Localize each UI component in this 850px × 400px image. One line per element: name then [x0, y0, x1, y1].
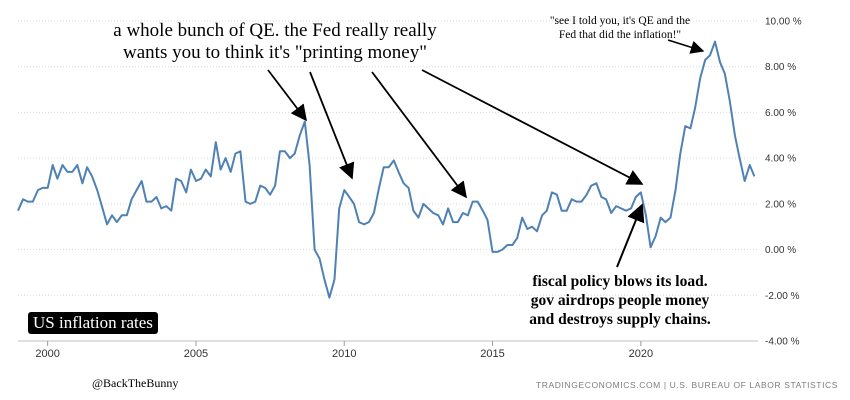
y-tick-label-2: 0.00 % [765, 245, 796, 256]
y-tick-label-4: 4.00 % [765, 154, 796, 165]
y-tick-label-3: 2.00 % [765, 199, 796, 210]
chart-badge: US inflation rates [28, 312, 158, 334]
y-tick-label-1: -2.00 % [765, 291, 800, 302]
author-handle: @BackTheBunny [92, 376, 179, 390]
told-you-annotation: "see I told you, it's QE and the Fed tha… [549, 15, 691, 41]
arrow-qe-2008 [267, 69, 307, 122]
fiscal-policy-annotation: fiscal policy blows its load. gov airdro… [529, 273, 711, 328]
x-tick-label-0: 2000 [35, 348, 59, 360]
source-credit: TRADINGECONOMICS.COM | U.S. BUREAU OF LA… [536, 380, 839, 390]
arrow-qe-2020 [421, 69, 644, 185]
arrow-qe-2010 [309, 71, 355, 180]
inflation-series-line [17, 40, 756, 299]
arrow-told-you [667, 39, 705, 54]
arrow-qe-2014 [371, 71, 467, 199]
y-tick-label-6: 8.00 % [765, 62, 796, 73]
qe-annotation: a whole bunch of QE. the Fed really real… [113, 20, 437, 63]
x-tick-label-3: 2015 [480, 348, 504, 360]
y-tick-label-7: 10.00 % [765, 17, 802, 28]
x-tick-label-2: 2010 [332, 348, 356, 360]
annotation-arrows [267, 39, 705, 268]
x-tick-label-4: 2020 [629, 348, 653, 360]
arrow-fiscal [616, 203, 645, 268]
x-tick-label-1: 2005 [184, 348, 208, 360]
y-tick-label-0: -4.00 % [765, 337, 800, 348]
y-tick-label-5: 6.00 % [765, 108, 796, 119]
